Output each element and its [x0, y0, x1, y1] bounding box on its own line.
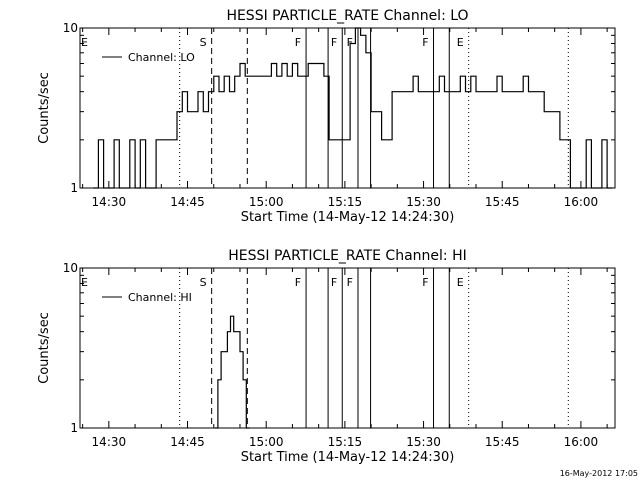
- chart-panel-lo: HESSI PARTICLE_RATE Channel: LO 14:30 14:4…: [37, 8, 616, 225]
- plot-frame: [79, 27, 616, 189]
- x-tick-label: 14:45: [170, 435, 205, 449]
- legend-label: Channel: HI: [128, 291, 192, 304]
- x-tick-label: 16:00: [564, 435, 599, 449]
- y-tick-label: 1: [70, 181, 78, 195]
- series-line: [93, 27, 613, 189]
- render-timestamp: 16-May-2012 17:05: [560, 469, 638, 478]
- x-tick-label: 15:30: [406, 195, 441, 209]
- x-tick-label: 15:30: [406, 435, 441, 449]
- x-tick-label: 15:00: [249, 435, 284, 449]
- x-tick-label: 14:30: [92, 435, 127, 449]
- x-tick-label: 15:45: [485, 435, 520, 449]
- x-tick-label: 14:30: [92, 195, 127, 209]
- x-tick-label: 15:00: [249, 195, 284, 209]
- legend-label: Channel: LO: [128, 51, 195, 64]
- y-tick-label: 10: [63, 21, 78, 35]
- series-line: [214, 315, 250, 429]
- y-tick-label: 10: [63, 261, 78, 275]
- x-tick-label: 15:45: [485, 195, 520, 209]
- x-axis-label: Start Time (14-May-12 14:24:30): [241, 210, 455, 225]
- event-label: F: [331, 276, 337, 289]
- event-label: E: [457, 276, 464, 289]
- event-label: S: [200, 276, 207, 289]
- event-label: F: [422, 276, 428, 289]
- y-axis-label: Counts/sec: [37, 72, 52, 144]
- x-axis-label: Start Time (14-May-12 14:24:30): [241, 450, 455, 465]
- x-tick-label: 15:15: [328, 435, 363, 449]
- event-label: F: [347, 36, 353, 49]
- event-label: F: [295, 276, 301, 289]
- event-label: E: [81, 276, 88, 289]
- x-tick-label: 15:15: [328, 195, 363, 209]
- event-label: F: [422, 36, 428, 49]
- chart-title: HESSI PARTICLE_RATE Channel: LO: [226, 8, 468, 24]
- y-tick-label: 1: [70, 421, 78, 435]
- chart-title: HESSI PARTICLE_RATE Channel: HI: [228, 248, 466, 264]
- event-label: F: [295, 36, 301, 49]
- event-label: E: [81, 36, 88, 49]
- x-tick-label: 16:00: [564, 195, 599, 209]
- event-label: F: [347, 276, 353, 289]
- event-label: S: [200, 36, 207, 49]
- event-label: E: [457, 36, 464, 49]
- event-label: F: [331, 36, 337, 49]
- plot-frame: [79, 267, 616, 429]
- y-axis-label: Counts/sec: [37, 312, 52, 384]
- x-tick-label: 14:45: [170, 195, 205, 209]
- chart-panel-hi: HESSI PARTICLE_RATE Channel: HI 14:30 14:4…: [37, 248, 616, 465]
